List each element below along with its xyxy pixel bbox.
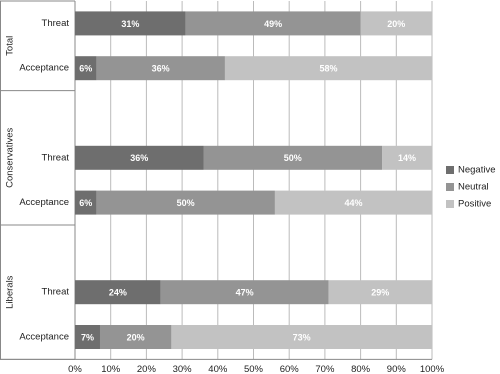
group-label: Liberals bbox=[5, 275, 16, 309]
value-label: 58% bbox=[319, 64, 337, 74]
y-tick-label: Threat bbox=[42, 287, 70, 298]
value-label: 20% bbox=[127, 332, 145, 342]
legend-swatch bbox=[446, 166, 454, 174]
x-tick-label: 80% bbox=[351, 364, 371, 374]
value-label: 47% bbox=[236, 288, 254, 298]
bar-segment bbox=[75, 325, 100, 349]
bar-segment bbox=[75, 11, 186, 36]
bar-segment bbox=[75, 190, 97, 215]
value-label: 31% bbox=[121, 19, 139, 29]
group-label: Conservatives bbox=[5, 127, 16, 187]
x-tick-label: 100% bbox=[420, 364, 445, 374]
legend-label: Neutral bbox=[458, 182, 489, 193]
y-tick-label: Acceptance bbox=[19, 63, 69, 74]
x-tick-label: 10% bbox=[101, 364, 121, 374]
y-tick-label: Acceptance bbox=[19, 197, 69, 208]
bar-segment bbox=[328, 280, 432, 305]
bar-segment bbox=[203, 145, 383, 170]
bar-segment bbox=[360, 11, 432, 36]
legend-swatch bbox=[446, 200, 454, 208]
value-label: 49% bbox=[264, 19, 282, 29]
bar-segment bbox=[160, 280, 329, 305]
legend-label: Positive bbox=[458, 199, 491, 210]
bar-segment bbox=[75, 145, 204, 170]
value-label: 7% bbox=[81, 332, 94, 342]
value-label: 20% bbox=[387, 19, 405, 29]
value-label: 36% bbox=[152, 64, 170, 74]
x-tick-label: 60% bbox=[280, 364, 300, 374]
value-label: 50% bbox=[177, 198, 195, 208]
value-label: 6% bbox=[79, 198, 92, 208]
y-tick-label: Acceptance bbox=[19, 332, 69, 343]
bar-segment bbox=[224, 56, 432, 81]
bar-segment bbox=[96, 190, 275, 215]
value-label: 6% bbox=[79, 64, 92, 74]
value-label: 73% bbox=[293, 332, 311, 342]
bar-segment bbox=[75, 280, 161, 305]
legend-swatch bbox=[446, 183, 454, 191]
x-tick-label: 30% bbox=[173, 364, 193, 374]
bar-segment bbox=[75, 56, 97, 81]
bar-segment bbox=[96, 56, 225, 81]
x-tick-label: 90% bbox=[387, 364, 407, 374]
value-label: 24% bbox=[109, 288, 127, 298]
value-label: 29% bbox=[371, 288, 389, 298]
x-tick-label: 70% bbox=[315, 364, 335, 374]
bar-segment bbox=[185, 11, 361, 36]
bar-segment bbox=[382, 145, 432, 170]
x-tick-label: 40% bbox=[208, 364, 228, 374]
value-label: 36% bbox=[130, 153, 148, 163]
x-tick-label: 0% bbox=[68, 364, 82, 374]
legend-label: Negative bbox=[458, 165, 496, 176]
value-label: 44% bbox=[344, 198, 362, 208]
y-tick-label: Threat bbox=[42, 152, 70, 163]
y-tick-label: Threat bbox=[42, 18, 70, 29]
group-label: Total bbox=[5, 36, 16, 56]
bar-segment bbox=[171, 325, 432, 349]
value-label: 50% bbox=[284, 153, 302, 163]
x-tick-label: 20% bbox=[137, 364, 157, 374]
bar-segment bbox=[274, 190, 432, 215]
x-tick-label: 50% bbox=[244, 364, 264, 374]
value-label: 14% bbox=[398, 153, 416, 163]
bar-segment bbox=[99, 325, 172, 349]
